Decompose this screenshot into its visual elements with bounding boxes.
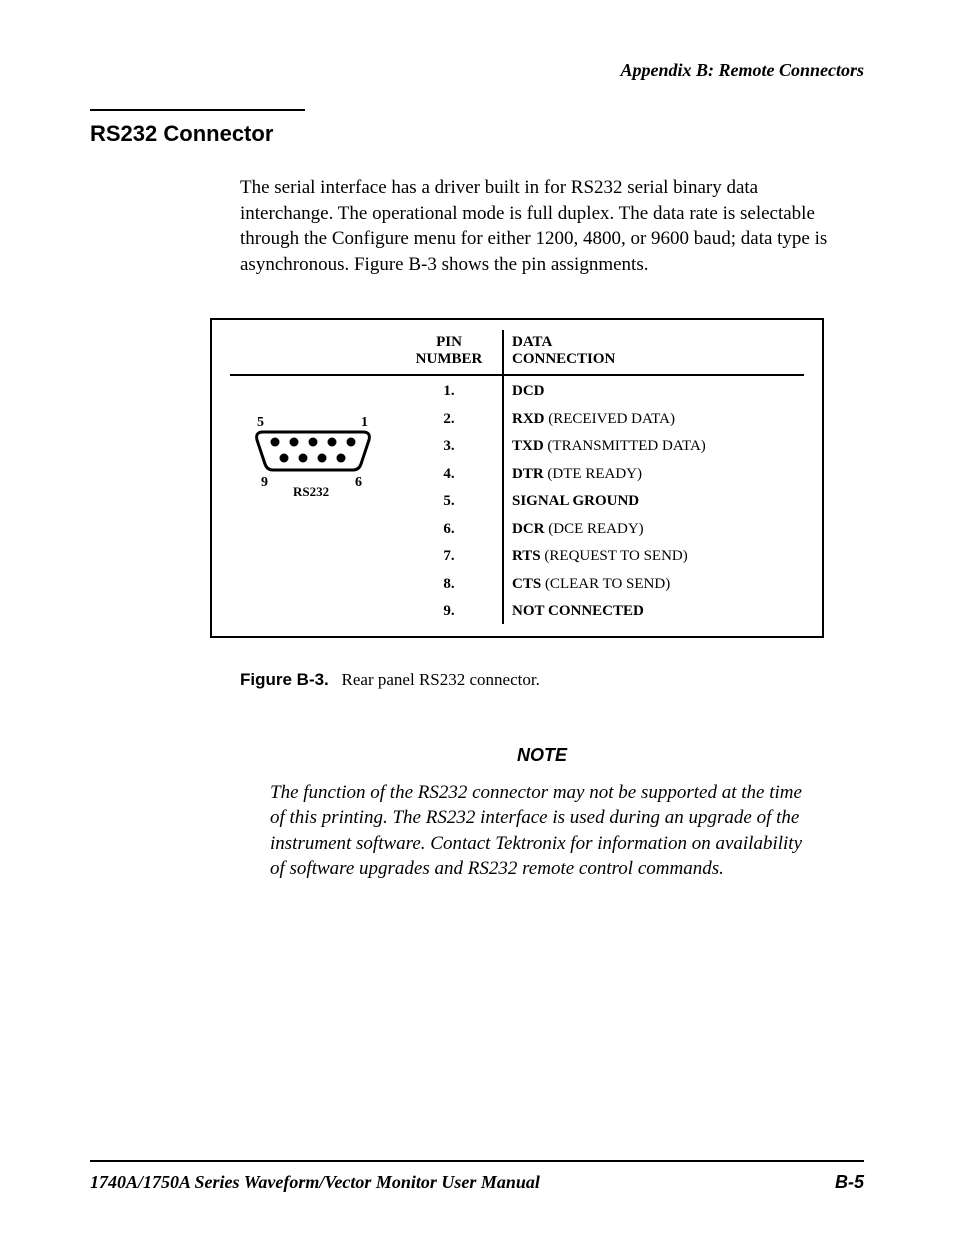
data-cell: DCD [503,375,804,404]
data-cell: CTS (CLEAR TO SEND) [503,569,804,597]
page-header: Appendix B: Remote Connectors [90,60,864,81]
data-cell: TXD (TRANSMITTED DATA) [503,431,804,459]
data-bold: TXD [512,438,544,454]
pin-table: PIN NUMBER DATA CONNECTION 5 [230,330,804,624]
table-header-data: DATA CONNECTION [503,330,804,376]
data-cell: RXD (RECEIVED DATA) [503,404,804,432]
pin-cell: 8. [396,569,503,597]
pin-cell: 2. [396,404,503,432]
table-header-pin-l2: NUMBER [416,351,483,367]
note-block: NOTE The function of the RS232 connector… [270,745,814,883]
section-rule [90,109,305,111]
page: Appendix B: Remote Connectors RS232 Conn… [0,0,954,1235]
data-bold: SIGNAL GROUND [512,493,639,509]
conn-label-6: 6 [355,475,362,490]
data-bold: DCR [512,521,545,537]
figure-caption-text: Rear panel RS232 connector. [342,670,540,689]
note-text: The function of the RS232 connector may … [270,780,814,883]
page-footer: 1740A/1750A Series Waveform/Vector Monit… [90,1160,864,1193]
pin-cell: 1. [396,375,503,404]
data-bold: RTS [512,548,541,564]
data-cell: NOT CONNECTED [503,596,804,624]
table-header-blank [230,330,396,376]
data-rest: (DTE READY) [544,466,642,482]
data-cell: RTS (REQUEST TO SEND) [503,541,804,569]
db9-connector-icon: 5 1 [243,392,383,502]
figure-caption-label: Figure B-3. [240,670,329,689]
conn-label-9: 9 [261,475,268,490]
connector-diagram-cell: 5 1 [230,375,396,624]
data-rest: (REQUEST TO SEND) [541,548,688,564]
data-bold: DTR [512,466,544,482]
pin-cell: 4. [396,459,503,487]
data-cell: DCR (DCE READY) [503,514,804,542]
data-cell: DTR (DTE READY) [503,459,804,487]
data-bold: CTS [512,576,541,592]
table-header-pin-l1: PIN [436,334,462,350]
table-header-pin: PIN NUMBER [396,330,503,376]
footer-left: 1740A/1750A Series Waveform/Vector Monit… [90,1172,540,1193]
body-paragraph: The serial interface has a driver built … [240,175,854,278]
note-title: NOTE [270,745,814,766]
conn-label-5: 5 [257,415,264,430]
data-rest: (TRANSMITTED DATA) [544,438,706,454]
data-bold: RXD [512,411,545,427]
pin-cell: 3. [396,431,503,459]
section-title: RS232 Connector [90,121,864,147]
data-rest: (DCE READY) [545,521,644,537]
conn-label-1: 1 [361,415,368,430]
table-header-data-l2: CONNECTION [512,351,615,367]
table-header-data-l1: DATA [512,334,552,350]
pin-cell: 6. [396,514,503,542]
figure-caption: Figure B-3. Rear panel RS232 connector. [240,670,864,690]
conn-label-name: RS232 [293,484,329,499]
data-bold: DCD [512,383,545,399]
pin-cell: 5. [396,486,503,514]
pin-cell: 7. [396,541,503,569]
figure-wrapper: PIN NUMBER DATA CONNECTION 5 [210,318,824,638]
pin-cell: 9. [396,596,503,624]
data-rest: (CLEAR TO SEND) [541,576,670,592]
figure-box: PIN NUMBER DATA CONNECTION 5 [210,318,824,638]
data-cell: SIGNAL GROUND [503,486,804,514]
data-bold: NOT CONNECTED [512,603,644,619]
footer-page-number: B-5 [835,1172,864,1193]
data-rest: (RECEIVED DATA) [545,411,675,427]
